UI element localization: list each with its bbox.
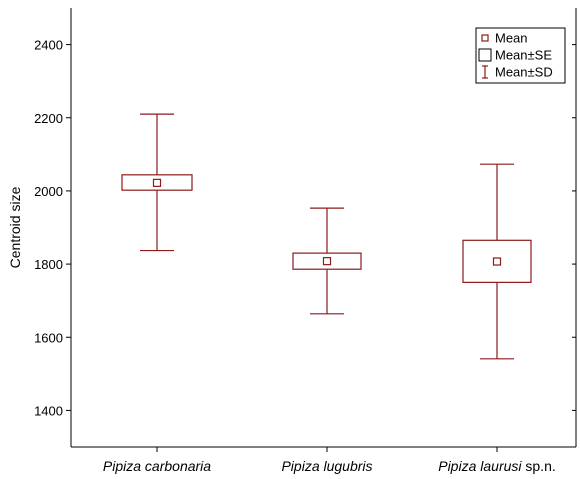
legend-mean-symbol — [481, 34, 489, 42]
y-tick-label: 1600 — [34, 330, 63, 345]
plot-marks — [121, 113, 532, 360]
axes — [70, 8, 577, 448]
y-ticks: 1400 1600 1800 2000 2200 2400 — [34, 38, 576, 418]
se-box — [121, 174, 193, 191]
y-tick-label: 2400 — [34, 38, 63, 53]
mean-marker — [492, 257, 502, 266]
y-tick-label: 1400 — [34, 403, 63, 418]
x-tick-labels: Pipiza carbonaria Pipiza lugubris Pipiza l… — [103, 447, 556, 474]
se-box — [292, 252, 362, 270]
box-group — [121, 113, 193, 252]
y-tick-label: 1800 — [34, 257, 63, 272]
y-tick-label: 2000 — [34, 184, 63, 199]
mean-marker — [322, 257, 332, 266]
legend-label: Mean — [495, 31, 528, 46]
legend-label: Mean±SD — [495, 65, 553, 80]
se-box — [462, 239, 532, 283]
legend-se-symbol — [478, 48, 492, 62]
box-group — [462, 163, 532, 360]
x-tick-label: Pipiza carbonaria — [103, 458, 211, 474]
legend-label: Mean±SE — [495, 48, 552, 63]
x-tick-label: Pipiza lugubris — [281, 458, 372, 474]
x-tick-label: Pipiza laurusi sp.n. — [438, 458, 556, 474]
box-group — [292, 207, 362, 315]
y-axis-label: Centroid size — [7, 186, 23, 268]
mean-marker — [152, 178, 162, 187]
y-tick-label: 2200 — [34, 111, 63, 126]
legend: Mean Mean±SE Mean±SD — [475, 27, 566, 84]
